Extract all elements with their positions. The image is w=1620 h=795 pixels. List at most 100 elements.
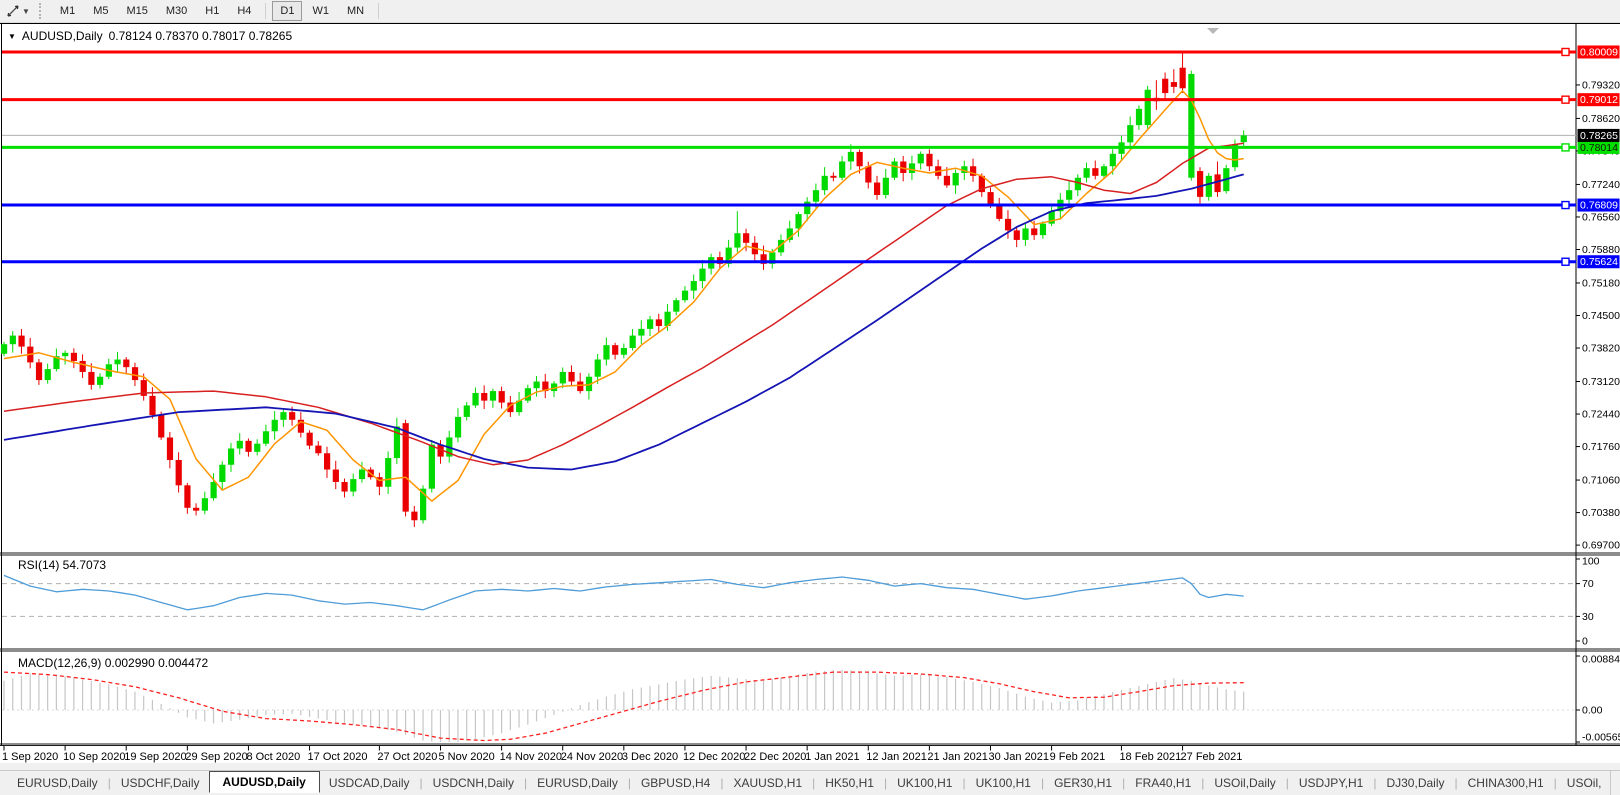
date-tick-label[interactable]: 5 Nov 2020	[439, 751, 495, 763]
candle-body	[743, 233, 750, 243]
chart-tab-eurusd-daily[interactable]: EURUSD,Daily	[17, 776, 98, 790]
toolbar-grip[interactable]	[38, 3, 46, 19]
date-tick-label[interactable]: 10 Sep 2020	[63, 751, 125, 763]
timeframe-button-d1[interactable]: D1	[272, 1, 303, 21]
date-tick-label[interactable]: 17 Oct 2020	[308, 751, 368, 763]
date-tick-label[interactable]: 12 Dec 2020	[683, 751, 745, 763]
date-tick-label[interactable]: 1 Jan 2021	[805, 751, 859, 763]
date-tick-label[interactable]: 8 Oct 2020	[246, 751, 300, 763]
date-tick-label[interactable]: 27 Oct 2020	[377, 751, 437, 763]
rsi-line	[3, 574, 1244, 611]
date-tick-label[interactable]: 19 Sep 2020	[124, 751, 186, 763]
tab-separator: |	[524, 776, 528, 790]
chart-tab-usdcnh-daily[interactable]: USDCNH,Daily	[432, 776, 515, 790]
candle-body	[839, 161, 846, 178]
price-tick-label: 0.77240	[1582, 179, 1620, 191]
chart-tab-usdjpy-h1[interactable]: USDJPY,H1	[1298, 776, 1364, 790]
timeframe-button-m30[interactable]: M30	[165, 5, 188, 17]
date-tick-label[interactable]: 30 Jan 2021	[988, 751, 1049, 763]
candle-body	[1179, 67, 1186, 89]
scroll-to-end-icon[interactable]	[1207, 28, 1219, 34]
candle-body	[917, 153, 924, 164]
line-handle[interactable]	[1561, 200, 1570, 210]
candle-body	[280, 412, 287, 420]
tab-separator: |	[1373, 776, 1377, 790]
candle-body	[777, 239, 785, 253]
macd-tick-label: 0.00	[1582, 705, 1603, 717]
line-handle[interactable]	[1561, 47, 1570, 57]
chart-tab-usoil[interactable]: USOil,	[1566, 776, 1602, 790]
date-tick-label[interactable]: 1 Sep 2020	[2, 751, 58, 763]
timeframe-button-h4[interactable]: H4	[237, 5, 252, 17]
date-tick-label[interactable]: 29 Sep 2020	[185, 751, 247, 763]
candle-body	[812, 190, 820, 202]
line-handle[interactable]	[1561, 257, 1570, 266]
ma-mid-line	[3, 142, 1244, 466]
chart-tab-usdcad-daily[interactable]: USDCAD,Daily	[328, 776, 410, 790]
price-chart-canvas[interactable]: 0.793200.786200.779400.772400.765600.758…	[0, 23, 1620, 763]
candle-body	[385, 458, 392, 487]
candle-body	[1240, 135, 1247, 143]
level-price-label: 0.79012	[1580, 94, 1618, 106]
timeframe-button-m1[interactable]: M1	[59, 5, 76, 17]
candle-body	[1170, 82, 1178, 87]
chart-tab-hk50-h1[interactable]: HK50,H1	[825, 776, 874, 790]
candle-body	[70, 352, 78, 361]
date-tick-label[interactable]: 18 Feb 2021	[1119, 751, 1181, 763]
timeframe-button-h1[interactable]: H1	[205, 5, 220, 17]
chart-tab-dj30-daily[interactable]: DJ30,Daily	[1386, 776, 1445, 790]
timeframe-button-mn[interactable]: MN	[346, 5, 365, 17]
candle-body	[1109, 153, 1116, 167]
price-tick-label: 0.75880	[1582, 244, 1620, 256]
price-tick-label: 0.69700	[1582, 540, 1620, 552]
level-price-label: 0.80009	[1580, 46, 1618, 58]
tab-separator: |	[962, 776, 966, 790]
candle-body	[612, 345, 619, 355]
cursor-tool-button[interactable]: ▼	[0, 4, 34, 18]
candle-body	[1214, 174, 1221, 193]
date-tick-label[interactable]: 21 Jan 2021	[927, 751, 988, 763]
timeframe-button-w1[interactable]: W1	[312, 5, 329, 17]
line-handle[interactable]	[1561, 95, 1570, 104]
candle-body	[786, 228, 793, 240]
chart-tab-usdchf-daily[interactable]: USDCHF,Daily	[120, 776, 200, 790]
chart-tab-uk100-h1[interactable]: UK100,H1	[897, 776, 953, 790]
candle-body	[262, 431, 270, 444]
candle-body	[516, 400, 523, 413]
candle-body	[297, 419, 305, 433]
candle-body	[324, 453, 331, 470]
chart-tab-audusd-daily[interactable]: AUDUSD,Daily	[208, 771, 320, 793]
chart-tab-fra40-h1[interactable]: FRA40,H1	[1135, 776, 1192, 790]
candle-body	[62, 352, 69, 357]
timeframe-button-m15[interactable]: M15	[126, 5, 148, 17]
date-tick-label[interactable]: 9 Feb 2021	[1050, 751, 1106, 763]
candle-body	[481, 392, 488, 401]
candle-body	[201, 498, 208, 511]
candle-body	[908, 163, 916, 173]
symbol-dropdown-icon[interactable]: ▼	[8, 31, 16, 41]
chart-window[interactable]: 0.793200.786200.779400.772400.765600.758…	[0, 23, 1620, 763]
top-toolbar: ▼ M1 M5 M15 M30 H1 H4 D1 W1 MN	[0, 0, 1620, 23]
candle-body	[594, 359, 601, 377]
toolbar-separator	[378, 3, 380, 19]
tab-separator: |	[1201, 776, 1205, 790]
tab-separator: |	[1040, 776, 1045, 790]
chart-tab-uk100-h1[interactable]: UK100,H1	[975, 776, 1031, 790]
date-tick-label[interactable]: 27 Feb 2021	[1181, 751, 1243, 763]
chart-tab-xauusd-h1[interactable]: XAUUSD,H1	[733, 776, 803, 790]
date-tick-label[interactable]: 3 Dec 2020	[622, 751, 678, 763]
date-tick-label[interactable]: 22 Dec 2020	[744, 751, 806, 763]
timeframe-button-m5[interactable]: M5	[93, 5, 109, 17]
macd-indicator-label: MACD(12,26,9) 0.002990 0.004472	[18, 656, 209, 670]
date-tick-label[interactable]: 14 Nov 2020	[500, 751, 562, 763]
chart-tab-gbpusd-h4[interactable]: GBPUSD,H4	[640, 776, 711, 790]
chart-tab-usoil-daily[interactable]: USOil,Daily	[1214, 776, 1276, 790]
chart-tab-china300-h1[interactable]: CHINA300,H1	[1467, 776, 1544, 790]
chart-tab-eurusd-daily[interactable]: EURUSD,Daily	[537, 776, 618, 790]
chart-tab-ger30-h1[interactable]: GER30,H1	[1054, 776, 1113, 790]
level-price-label-bg	[1577, 93, 1620, 107]
date-tick-label[interactable]: 24 Nov 2020	[561, 751, 623, 763]
chevron-down-icon: ▼	[22, 6, 30, 16]
date-tick-label[interactable]: 12 Jan 2021	[866, 751, 927, 763]
line-handle[interactable]	[1561, 143, 1570, 152]
